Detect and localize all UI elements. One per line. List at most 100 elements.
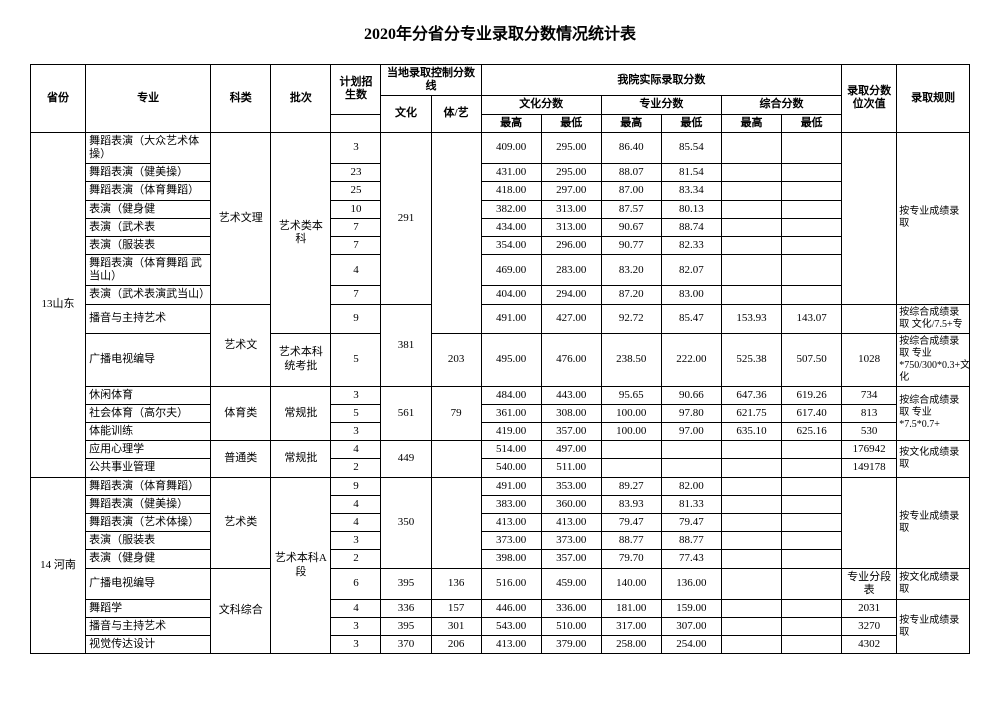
score: 484.00 xyxy=(481,386,541,404)
score: 97.00 xyxy=(661,423,721,441)
table-row: 表演（武术表演武当山） 7 404.00294.0087.2083.00 xyxy=(31,286,970,304)
score xyxy=(721,513,781,531)
score xyxy=(721,495,781,513)
score: 83.34 xyxy=(661,182,721,200)
score: 87.20 xyxy=(601,286,661,304)
category-cell: 艺术类 xyxy=(211,477,271,568)
plan-cell: 4 xyxy=(331,441,381,459)
culture-line: 291 xyxy=(381,132,431,304)
score xyxy=(782,286,842,304)
score: 85.54 xyxy=(661,132,721,163)
score xyxy=(721,132,781,163)
score: 427.00 xyxy=(541,304,601,333)
score xyxy=(782,550,842,568)
rank-cell: 1028 xyxy=(842,333,897,386)
category-cell: 普通类 xyxy=(211,441,271,477)
score: 446.00 xyxy=(481,599,541,617)
culture-line: 336 xyxy=(381,599,431,617)
score xyxy=(601,459,661,477)
plan-cell: 7 xyxy=(331,236,381,254)
score: 476.00 xyxy=(541,333,601,386)
score: 434.00 xyxy=(481,218,541,236)
art-line xyxy=(431,477,481,568)
rank-cell: 530 xyxy=(842,423,897,441)
table-row: 表演（健身健 2 398.00357.0079.7077.43 xyxy=(31,550,970,568)
major-cell: 表演（健身健 xyxy=(86,550,211,568)
batch-cell: 常规批 xyxy=(271,441,331,477)
score: 336.00 xyxy=(541,599,601,617)
score: 90.77 xyxy=(601,236,661,254)
table-row: 舞蹈表演（艺术体操） 4 413.00413.0079.4779.47 xyxy=(31,513,970,531)
culture-line: 561 xyxy=(381,386,431,441)
score: 83.93 xyxy=(601,495,661,513)
score: 313.00 xyxy=(541,218,601,236)
score xyxy=(782,459,842,477)
score xyxy=(721,200,781,218)
batch-cell: 艺术本科A段 xyxy=(271,477,331,654)
score: 82.33 xyxy=(661,236,721,254)
score xyxy=(782,132,842,163)
h-hi: 最高 xyxy=(721,114,781,132)
score: 383.00 xyxy=(481,495,541,513)
score xyxy=(721,236,781,254)
score xyxy=(721,164,781,182)
score: 87.00 xyxy=(601,182,661,200)
h-hi: 最高 xyxy=(601,114,661,132)
table-row: 播音与主持艺术 艺术文 9 381 491.00427.0092.7285.47… xyxy=(31,304,970,333)
score xyxy=(721,218,781,236)
score xyxy=(721,477,781,495)
score: 140.00 xyxy=(601,568,661,599)
score: 79.47 xyxy=(661,513,721,531)
rank-cell xyxy=(842,132,897,304)
score xyxy=(782,618,842,636)
major-cell: 舞蹈表演（体育舞蹈 武当山） xyxy=(86,255,211,286)
page-title: 2020年分省分专业录取分数情况统计表 xyxy=(30,20,970,44)
plan-cell: 3 xyxy=(331,132,381,163)
h-major: 专业 xyxy=(86,65,211,133)
score xyxy=(721,286,781,304)
rank-cell xyxy=(842,477,897,568)
rule-cell: 按专业成绩录取 xyxy=(897,132,970,304)
culture-line: 370 xyxy=(381,636,431,654)
plan-cell: 9 xyxy=(331,304,381,333)
score xyxy=(782,495,842,513)
score: 507.50 xyxy=(782,333,842,386)
score: 294.00 xyxy=(541,286,601,304)
plan-cell: 9 xyxy=(331,477,381,495)
score: 254.00 xyxy=(661,636,721,654)
score: 222.00 xyxy=(661,333,721,386)
score xyxy=(721,532,781,550)
score: 398.00 xyxy=(481,550,541,568)
score xyxy=(721,182,781,200)
score xyxy=(601,441,661,459)
major-cell: 休闲体育 xyxy=(86,386,211,404)
major-cell: 舞蹈表演（体育舞蹈） xyxy=(86,182,211,200)
major-cell: 表演（武术表 xyxy=(86,218,211,236)
rule-cell: 按综合成绩录取 文化/7.5+专 xyxy=(897,304,970,333)
table-row: 休闲体育 体育类 常规批 3 561 79 484.00443.0095.659… xyxy=(31,386,970,404)
art-line xyxy=(431,441,481,477)
plan-cell: 3 xyxy=(331,532,381,550)
score: 88.07 xyxy=(601,164,661,182)
plan-cell: 4 xyxy=(331,255,381,286)
category-cell: 艺术文理 xyxy=(211,132,271,304)
score xyxy=(782,182,842,200)
score: 307.00 xyxy=(661,618,721,636)
score xyxy=(721,441,781,459)
score: 86.40 xyxy=(601,132,661,163)
plan-cell: 2 xyxy=(331,550,381,568)
major-cell: 表演（健身健 xyxy=(86,200,211,218)
h-province: 省份 xyxy=(31,65,86,133)
major-cell: 舞蹈表演（体育舞蹈） xyxy=(86,477,211,495)
table-row: 公共事业管理 2 540.00511.00 149178 xyxy=(31,459,970,477)
score xyxy=(721,599,781,617)
score: 313.00 xyxy=(541,200,601,218)
h-culture-score: 文化分数 xyxy=(481,96,601,114)
score: 413.00 xyxy=(541,513,601,531)
batch-cell: 艺术本科统考批 xyxy=(271,333,331,386)
major-cell: 舞蹈表演（健美操） xyxy=(86,164,211,182)
major-cell: 视觉传达设计 xyxy=(86,636,211,654)
culture-line: 395 xyxy=(381,618,431,636)
table-row: 14 河南 舞蹈表演（体育舞蹈） 艺术类 艺术本科A段 9 350 491.00… xyxy=(31,477,970,495)
plan-cell: 5 xyxy=(331,404,381,422)
